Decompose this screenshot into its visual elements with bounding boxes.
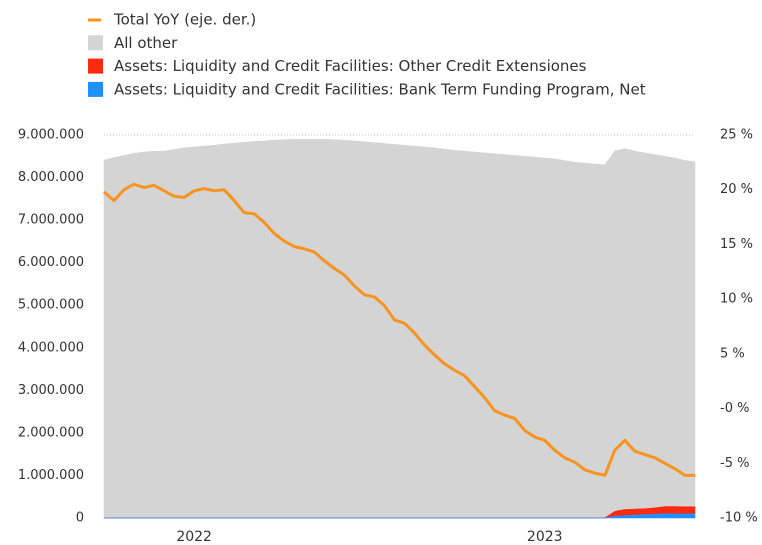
y2-tick-label: -10 %: [720, 511, 758, 526]
y-tick-label: 9.000.000: [18, 128, 84, 143]
area: [103, 139, 696, 519]
y-tick-label: 4.000.000: [18, 340, 84, 355]
y-tick-label: 2.000.000: [18, 425, 84, 440]
legend-label: Total YoY (eje. der.): [113, 11, 256, 29]
y2-tick-label: -0 %: [720, 401, 749, 416]
x-tick-label: 2022: [176, 529, 212, 545]
y2-tick-label: 20 %: [720, 182, 753, 197]
y2-tick-label: -5 %: [720, 456, 749, 471]
y-tick-label: 0: [76, 511, 84, 526]
y2-tick-label: 10 %: [720, 292, 753, 307]
legend-swatch: [88, 58, 103, 74]
y2-tick-label: 15 %: [720, 237, 753, 252]
legend-swatch: [88, 35, 103, 51]
y2-tick-label: 5 %: [720, 346, 745, 361]
y-tick-label: 3.000.000: [18, 383, 84, 398]
legend-label: Assets: Liquidity and Credit Facilities:…: [114, 57, 587, 75]
legend-label: Assets: Liquidity and Credit Facilities:…: [114, 80, 646, 98]
y-tick-label: 8.000.000: [18, 170, 84, 185]
y-tick-label: 5.000.000: [18, 298, 84, 313]
x-tick-label: 2023: [527, 529, 563, 545]
y-tick-label: 6.000.000: [18, 255, 84, 270]
y2-tick-label: 25 %: [720, 128, 753, 143]
area: [104, 513, 696, 519]
y-tick-label: 1.000.000: [18, 468, 84, 483]
legend-swatch: [88, 81, 103, 97]
legend-label: All other: [114, 34, 178, 52]
line: [103, 182, 695, 477]
y-tick-label: 7.000.000: [18, 213, 84, 228]
